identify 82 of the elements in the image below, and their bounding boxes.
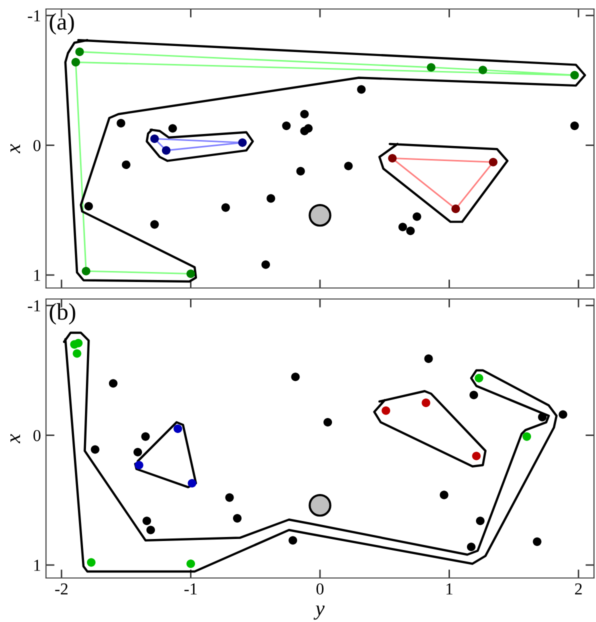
point [472,452,481,460]
x-tick-label: 1 [446,583,452,594]
y-tick-label: 0 [33,140,41,152]
line-series [134,421,198,488]
point [142,516,152,526]
point [344,162,353,170]
point [116,118,126,128]
point [478,66,488,74]
point [426,63,436,72]
point [82,266,90,276]
line-series [146,128,254,162]
point [570,122,579,130]
point [72,349,82,358]
line-series [378,142,509,223]
point [300,110,309,118]
x-axis-title: y [314,606,325,620]
point [221,203,230,212]
point [266,194,276,203]
point [75,48,84,56]
point [261,260,270,269]
point [186,269,196,278]
point [122,160,130,169]
point [476,516,485,526]
point [186,559,196,568]
y-tick-label: 1 [34,560,40,571]
y-tick-label: 1 [34,270,40,281]
point [174,424,182,434]
point [323,418,332,427]
point [470,390,478,400]
point [74,338,83,348]
point [90,445,100,454]
point [357,85,366,94]
y-tick-label: -1 [28,10,40,22]
point [150,134,159,144]
point [296,166,305,176]
y-tick-label: -1 [28,300,40,312]
point [146,526,155,534]
y-axis-title: x [10,434,20,444]
point [538,412,547,422]
point [134,460,144,470]
point [466,542,476,552]
y-tick-label: 0 [33,430,41,442]
point [451,204,460,214]
point [522,432,532,441]
point [474,374,484,382]
annotation: (b) [50,303,76,325]
point [71,58,80,66]
point [440,490,448,500]
point [424,354,433,363]
x-tick-label: 0 [316,583,324,595]
point [133,448,142,456]
point [288,536,298,545]
point [291,372,300,382]
point [422,398,430,408]
point [233,514,242,523]
point [570,70,579,80]
x-tick-label: -2 [55,583,68,594]
point [86,558,96,567]
point [168,124,177,133]
point [225,493,234,502]
point [282,122,291,130]
point [412,212,422,221]
line-series [373,390,487,468]
point [388,154,397,163]
point [304,124,313,133]
point [532,537,542,546]
point [188,478,196,488]
point [382,406,390,415]
y-axis-title: x [10,144,20,154]
x-tick-label: -1 [184,583,197,594]
point [150,220,159,229]
point [108,379,118,388]
point [488,158,498,166]
point [558,410,568,419]
x-tick-label: 2 [575,583,582,594]
annotation: (a) [50,13,74,35]
point [84,202,93,211]
point [141,432,150,441]
point [398,222,407,232]
point [238,138,247,147]
point [406,226,415,236]
point [162,146,170,155]
